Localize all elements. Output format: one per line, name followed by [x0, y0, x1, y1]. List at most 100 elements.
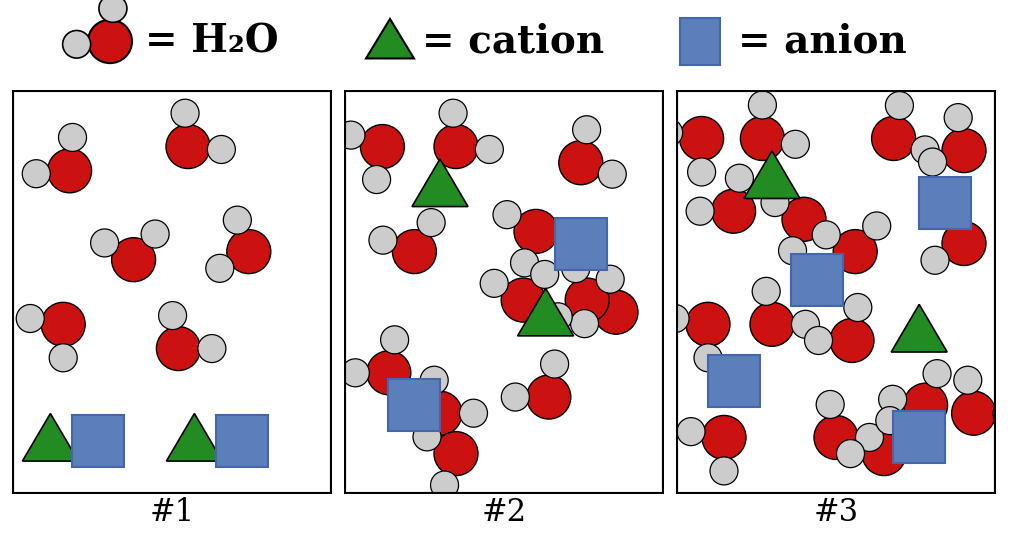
Circle shape: [911, 136, 939, 164]
Circle shape: [753, 277, 780, 305]
Polygon shape: [412, 159, 468, 207]
Polygon shape: [366, 19, 414, 58]
Circle shape: [830, 318, 874, 362]
Circle shape: [834, 230, 878, 274]
Circle shape: [710, 457, 738, 485]
Circle shape: [919, 148, 946, 176]
Circle shape: [812, 221, 841, 249]
Polygon shape: [517, 288, 573, 336]
Circle shape: [434, 431, 478, 475]
Circle shape: [501, 278, 545, 322]
Circle shape: [694, 344, 722, 372]
Circle shape: [207, 135, 236, 164]
Text: #2: #2: [481, 497, 526, 528]
Circle shape: [418, 391, 462, 435]
Circle shape: [712, 189, 756, 233]
Circle shape: [778, 237, 807, 265]
Circle shape: [687, 158, 716, 186]
Circle shape: [598, 160, 627, 188]
Circle shape: [502, 383, 529, 411]
Circle shape: [921, 246, 949, 274]
Circle shape: [171, 99, 199, 127]
Text: = H₂O: = H₂O: [145, 22, 279, 60]
Circle shape: [141, 220, 169, 248]
Circle shape: [805, 326, 833, 355]
Polygon shape: [744, 151, 800, 199]
Circle shape: [439, 99, 467, 127]
Circle shape: [565, 278, 609, 322]
Circle shape: [420, 366, 449, 394]
Circle shape: [198, 335, 226, 362]
Circle shape: [475, 135, 504, 164]
Circle shape: [686, 302, 730, 347]
Circle shape: [572, 116, 601, 144]
FancyBboxPatch shape: [73, 416, 124, 467]
Circle shape: [157, 326, 201, 370]
Circle shape: [47, 149, 91, 193]
Circle shape: [413, 423, 441, 451]
Circle shape: [62, 30, 91, 58]
Circle shape: [493, 201, 521, 228]
Circle shape: [792, 310, 819, 338]
Circle shape: [530, 261, 559, 288]
Circle shape: [417, 208, 445, 237]
Circle shape: [944, 103, 972, 132]
Circle shape: [596, 265, 625, 293]
Circle shape: [559, 141, 603, 185]
Circle shape: [88, 20, 132, 63]
Circle shape: [367, 351, 411, 395]
Circle shape: [761, 189, 790, 217]
Circle shape: [814, 416, 858, 460]
Circle shape: [686, 197, 714, 225]
Circle shape: [879, 385, 906, 413]
Circle shape: [725, 164, 754, 192]
Circle shape: [837, 440, 864, 468]
Circle shape: [511, 249, 539, 277]
Circle shape: [23, 160, 50, 188]
Circle shape: [544, 303, 572, 331]
Circle shape: [844, 294, 871, 322]
FancyBboxPatch shape: [680, 18, 721, 65]
Circle shape: [90, 229, 119, 257]
Circle shape: [159, 301, 186, 330]
Circle shape: [341, 359, 370, 387]
Circle shape: [526, 375, 570, 419]
Circle shape: [876, 406, 904, 435]
Circle shape: [562, 255, 590, 283]
Polygon shape: [166, 413, 222, 461]
Polygon shape: [891, 305, 947, 352]
FancyBboxPatch shape: [216, 416, 268, 467]
Circle shape: [362, 165, 390, 194]
Circle shape: [993, 399, 1021, 427]
FancyBboxPatch shape: [791, 254, 843, 306]
Circle shape: [223, 206, 251, 234]
Circle shape: [680, 116, 724, 160]
Circle shape: [16, 305, 44, 332]
Circle shape: [41, 302, 85, 347]
Circle shape: [369, 226, 397, 254]
Text: = cation: = cation: [422, 22, 604, 60]
Circle shape: [206, 255, 233, 282]
Circle shape: [381, 326, 409, 354]
FancyBboxPatch shape: [555, 218, 607, 269]
Circle shape: [702, 416, 746, 460]
Circle shape: [903, 383, 947, 427]
FancyBboxPatch shape: [919, 177, 971, 229]
Circle shape: [662, 305, 689, 332]
Text: #1: #1: [150, 497, 195, 528]
Circle shape: [541, 350, 568, 378]
Circle shape: [855, 423, 884, 452]
Circle shape: [740, 116, 784, 160]
Circle shape: [434, 125, 478, 169]
Circle shape: [871, 116, 915, 160]
Circle shape: [749, 91, 776, 119]
Circle shape: [570, 310, 599, 338]
Circle shape: [750, 302, 794, 347]
Polygon shape: [23, 413, 79, 461]
Circle shape: [58, 123, 86, 151]
Circle shape: [942, 221, 986, 265]
Circle shape: [886, 91, 913, 120]
Circle shape: [923, 360, 951, 388]
FancyBboxPatch shape: [893, 411, 945, 463]
Circle shape: [939, 198, 967, 226]
